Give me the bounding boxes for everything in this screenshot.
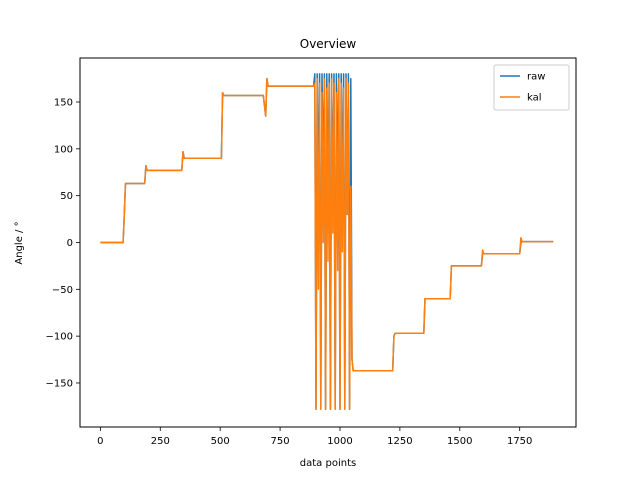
y-tick-label: −150 bbox=[46, 378, 73, 389]
x-tick-label: 750 bbox=[271, 436, 290, 447]
plot-area-frame bbox=[79, 57, 577, 428]
x-tick-label: 1000 bbox=[327, 436, 352, 447]
x-tick-label: 1750 bbox=[507, 436, 532, 447]
chart-title: Overview bbox=[300, 37, 357, 51]
x-axis-ticks: 0 250 500 750 1000 1250 1500 1750 bbox=[97, 427, 532, 447]
y-axis-label: Angle / ° bbox=[14, 221, 25, 264]
legend-label-raw: raw bbox=[527, 72, 545, 83]
y-tick-label: 150 bbox=[54, 98, 73, 109]
legend: raw kal bbox=[493, 64, 570, 111]
y-tick-label: 100 bbox=[54, 144, 73, 155]
y-tick-label: 0 bbox=[67, 238, 73, 249]
series-line-kal bbox=[100, 77, 554, 410]
x-axis-label: data points bbox=[300, 458, 356, 469]
legend-label-kal: kal bbox=[527, 93, 542, 104]
y-tick-label: −100 bbox=[46, 332, 73, 343]
x-tick-label: 500 bbox=[211, 436, 230, 447]
y-tick-label: −50 bbox=[52, 285, 73, 296]
x-tick-label: 1250 bbox=[387, 436, 412, 447]
x-tick-label: 0 bbox=[97, 436, 103, 447]
x-tick-label: 1500 bbox=[447, 436, 472, 447]
y-tick-label: 50 bbox=[60, 191, 73, 202]
y-axis-ticks: −150 −100 −50 0 50 100 150 bbox=[46, 98, 80, 389]
x-tick-label: 250 bbox=[151, 436, 170, 447]
